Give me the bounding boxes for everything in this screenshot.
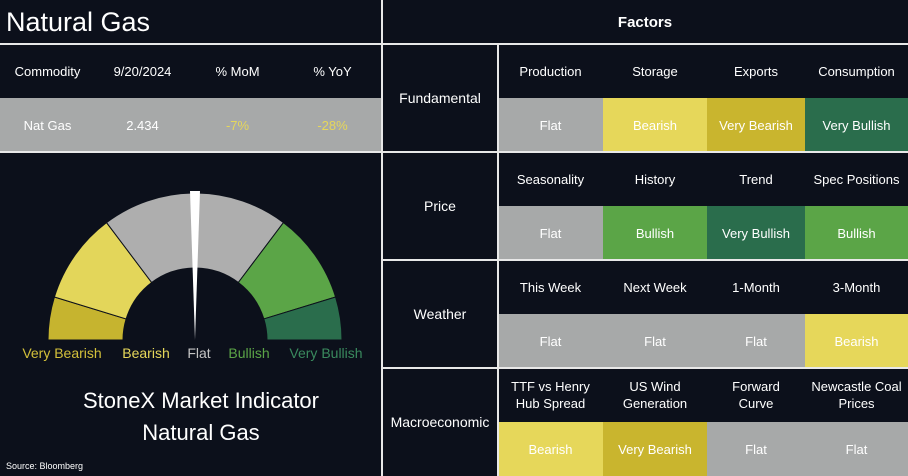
factor-status: Bullish bbox=[603, 206, 707, 260]
gauge-segment bbox=[263, 296, 343, 341]
factor-status: Flat bbox=[498, 206, 603, 260]
factor-name: US Wind Generation bbox=[603, 368, 707, 422]
factor-name: History bbox=[603, 152, 707, 206]
source: Source: Bloomberg bbox=[6, 461, 83, 471]
gauge-label: Bearish bbox=[122, 345, 169, 361]
cell: 2.434 bbox=[126, 117, 159, 133]
factor-name: Production bbox=[498, 44, 603, 98]
factor-status: Bearish bbox=[603, 98, 707, 152]
factor-name-line: Curve bbox=[738, 396, 774, 411]
factor-name: Next Week bbox=[603, 260, 707, 314]
factor-name: Spec Positions bbox=[805, 152, 908, 206]
factor-name: This Week bbox=[498, 260, 603, 314]
factor-name: TTF vs Henry Hub Spread bbox=[498, 368, 603, 422]
gauge-caption: StoneX Market Indicator bbox=[83, 388, 319, 413]
factor-name-line: US Wind bbox=[629, 379, 681, 394]
factors-title: Factors bbox=[617, 13, 673, 31]
factor-status: Flat bbox=[498, 98, 603, 152]
column-header: 9/20/2024 bbox=[113, 63, 172, 79]
factor-name-line: Trend bbox=[739, 171, 773, 187]
factor-name-line: Next Week bbox=[623, 279, 687, 295]
factor-status: Flat bbox=[498, 314, 603, 368]
factor-name-line: History bbox=[634, 171, 676, 187]
factor-status: Very Bearish bbox=[707, 98, 805, 152]
cell: -7% bbox=[225, 117, 250, 133]
factor-status: Flat bbox=[805, 422, 908, 476]
factor-status: Bearish bbox=[805, 314, 908, 368]
gauge-label: Bullish bbox=[228, 345, 269, 361]
factor-name-line: Forward bbox=[732, 379, 780, 394]
factor-name-line: Consumption bbox=[818, 63, 895, 79]
gauge-caption: Natural Gas bbox=[142, 420, 259, 445]
divider bbox=[0, 43, 908, 45]
gauge-label: Very Bullish bbox=[289, 345, 362, 361]
factor-name-line: Exports bbox=[733, 63, 779, 79]
column-header: % MoM bbox=[215, 63, 260, 79]
factor-name: 1-Month bbox=[707, 260, 805, 314]
gauge: Very Bearish Bearish Flat Bullish Very Bulli… bbox=[6, 191, 363, 471]
factor-name-line: This Week bbox=[519, 279, 582, 295]
factor-name: Seasonality bbox=[498, 152, 603, 206]
factor-status: Flat bbox=[707, 314, 805, 368]
factor-status: Very Bullish bbox=[707, 206, 805, 260]
factor-name-line: Storage bbox=[632, 63, 678, 79]
factor-status: Bearish bbox=[498, 422, 603, 476]
column-header: % YoY bbox=[313, 63, 352, 79]
factor-name: 3-Month bbox=[805, 260, 908, 314]
factor-name: Storage bbox=[603, 44, 707, 98]
factor-name-line: Seasonality bbox=[516, 171, 585, 187]
factor-name-line: 3-Month bbox=[832, 279, 881, 295]
divider bbox=[383, 259, 908, 261]
group-label: Macroeconomic bbox=[390, 414, 490, 430]
divider bbox=[381, 0, 383, 476]
factor-name: Newcastle Coal Prices bbox=[805, 368, 908, 422]
divider bbox=[0, 151, 908, 153]
factor-status: Very Bullish bbox=[805, 98, 908, 152]
factor-status: Very Bearish bbox=[603, 422, 707, 476]
factor-status: Flat bbox=[707, 422, 805, 476]
factor-name: Exports bbox=[707, 44, 805, 98]
divider bbox=[383, 367, 908, 369]
factor-name-line: Hub Spread bbox=[515, 396, 586, 411]
factor-name: Consumption bbox=[805, 44, 908, 98]
factor-name: Trend bbox=[707, 152, 805, 206]
column-header: Commodity bbox=[14, 63, 81, 79]
factor-name-line: Generation bbox=[622, 396, 688, 411]
title: Natural Gas bbox=[6, 6, 151, 37]
factor-status: Flat bbox=[603, 314, 707, 368]
group-label: Fundamental bbox=[399, 90, 481, 106]
gauge-needle bbox=[190, 191, 200, 340]
factor-name-line: 1-Month bbox=[732, 279, 780, 295]
factor-name-line: Production bbox=[519, 63, 582, 79]
factor-name-line: TTF vs Henry bbox=[511, 379, 590, 394]
row-background bbox=[0, 98, 382, 152]
factor-name-line: Spec Positions bbox=[813, 171, 900, 187]
gauge-label: Very Bearish bbox=[22, 345, 101, 361]
factor-name-line: Prices bbox=[838, 396, 875, 411]
factor-name: Forward Curve bbox=[707, 368, 805, 422]
factor-status: Bullish bbox=[805, 206, 908, 260]
factor-name-line: Newcastle Coal bbox=[811, 379, 902, 394]
gauge-label: Flat bbox=[187, 345, 210, 361]
cell: Nat Gas bbox=[23, 117, 72, 133]
cell: -28% bbox=[317, 117, 348, 133]
group-label: Weather bbox=[413, 306, 467, 322]
group-label: Price bbox=[424, 198, 456, 214]
